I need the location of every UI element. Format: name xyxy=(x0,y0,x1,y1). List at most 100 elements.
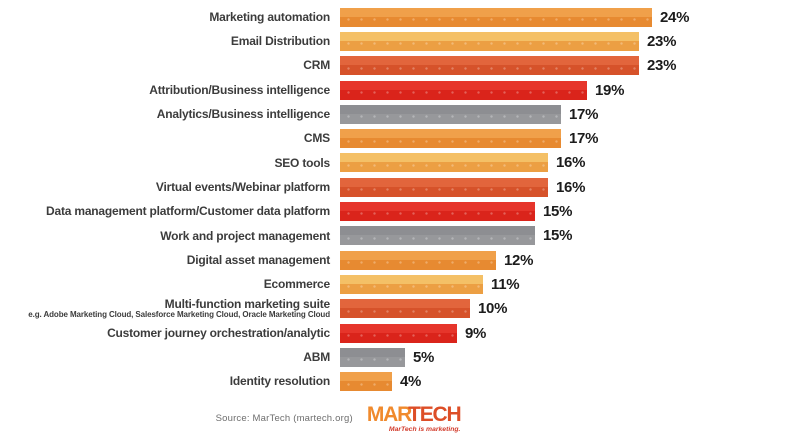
bar-track: 24% xyxy=(340,7,800,27)
category-label: CRM xyxy=(0,59,340,72)
category-label: Email Distribution xyxy=(0,35,340,48)
category-label-main: Multi-function marketing suite xyxy=(164,296,331,311)
chart-row: Email Distribution 23% xyxy=(0,29,800,53)
category-label-main: Analytics/Business intelligence xyxy=(156,107,330,122)
bar-track: 15% xyxy=(340,202,800,222)
value-label: 16% xyxy=(556,154,586,172)
category-label-main: Customer journey orchestration/analytic xyxy=(107,325,330,340)
category-label-sub: e.g. Adobe Marketing Cloud, Salesforce M… xyxy=(28,310,330,320)
category-label: Marketing automation xyxy=(0,11,340,24)
chart-row: Work and project management 15% xyxy=(0,224,800,248)
category-label: ABM xyxy=(0,351,340,364)
value-label: 23% xyxy=(647,57,677,75)
category-label: Attribution/Business intelligence xyxy=(0,84,340,97)
value-label: 19% xyxy=(595,81,625,99)
category-label-main: CMS xyxy=(303,131,330,146)
chart-row: Customer journey orchestration/analytic … xyxy=(0,321,800,345)
chart-row: Data management platform/Customer data p… xyxy=(0,199,800,223)
bar xyxy=(340,323,457,343)
bar xyxy=(340,177,548,197)
chart-row: Virtual events/Webinar platform 16% xyxy=(0,175,800,199)
category-label-main: ABM xyxy=(303,350,330,364)
value-label: 9% xyxy=(465,324,487,342)
category-label: Analytics/Business intelligence xyxy=(0,108,340,121)
bar xyxy=(340,80,587,100)
chart-row: SEO tools 16% xyxy=(0,151,800,175)
martech-logo: MARTECH MarTech is marketing. xyxy=(366,403,462,433)
martech-logo-tagline: MarTech is marketing. xyxy=(388,426,461,433)
category-label: Virtual events/Webinar platform xyxy=(0,181,340,194)
footer: Source: MarTech (martech.org) MARTECH Ma… xyxy=(0,404,738,433)
bar xyxy=(340,250,496,270)
bar-track: 16% xyxy=(340,153,800,173)
bar-track: 10% xyxy=(340,299,800,319)
bar xyxy=(340,31,639,51)
value-label: 5% xyxy=(413,348,435,366)
category-label: Digital asset management xyxy=(0,254,340,267)
source-note: Source: MarTech (martech.org) xyxy=(215,413,353,424)
category-label: Data management platform/Customer data p… xyxy=(0,205,340,218)
category-label: Ecommerce xyxy=(0,278,340,291)
value-label: 23% xyxy=(647,32,677,50)
category-label-main: Email Distribution xyxy=(230,34,330,49)
category-label-main: Virtual events/Webinar platform xyxy=(155,179,330,194)
category-label-main: Ecommerce xyxy=(263,277,330,292)
bar-track: 23% xyxy=(340,56,800,76)
bar-track: 19% xyxy=(340,80,800,100)
bar-track: 23% xyxy=(340,31,800,51)
bar-track: 17% xyxy=(340,104,800,124)
chart-rows: Marketing automation 24% Email Distribut… xyxy=(0,5,800,394)
value-label: 17% xyxy=(569,130,599,148)
bar-track: 12% xyxy=(340,250,800,270)
bar xyxy=(340,7,652,27)
chart-row: Digital asset management 12% xyxy=(0,248,800,272)
bar xyxy=(340,56,639,76)
category-label-main: Work and project management xyxy=(160,228,330,243)
chart-row: Identity resolution 4% xyxy=(0,369,800,393)
value-label: 24% xyxy=(660,8,690,26)
value-label: 11% xyxy=(491,275,520,293)
bar-track: 15% xyxy=(340,226,800,246)
value-label: 10% xyxy=(478,300,508,318)
category-label-main: Digital asset management xyxy=(186,252,330,267)
category-label-main: Marketing automation xyxy=(209,9,330,24)
category-label-main: Identity resolution xyxy=(229,374,330,389)
martech-logo-wordmark: MARTECH xyxy=(366,403,462,426)
bar xyxy=(340,129,561,149)
bar-track: 5% xyxy=(340,347,800,367)
bar-chart: Marketing automation 24% Email Distribut… xyxy=(0,5,800,394)
category-label-main: CRM xyxy=(303,58,330,73)
value-label: 15% xyxy=(543,227,573,245)
martech-logo-mar: MAR xyxy=(366,403,412,426)
category-label: SEO tools xyxy=(0,157,340,170)
bar xyxy=(340,372,392,392)
chart-row: Multi-function marketing suite e.g. Adob… xyxy=(0,297,800,321)
bar-track: 17% xyxy=(340,129,800,149)
martech-logo-tech: TECH xyxy=(408,403,462,426)
chart-row: ABM 5% xyxy=(0,345,800,369)
value-label: 15% xyxy=(543,203,573,221)
bar-track: 11% xyxy=(340,274,800,294)
chart-row: Analytics/Business intelligence 17% xyxy=(0,102,800,126)
category-label-main: Data management platform/Customer data p… xyxy=(46,204,330,219)
category-label-main: Attribution/Business intelligence xyxy=(149,82,330,97)
chart-row: Marketing automation 24% xyxy=(0,5,800,29)
bar-track: 9% xyxy=(340,323,800,343)
value-label: 4% xyxy=(400,373,422,391)
bar xyxy=(340,274,483,294)
bar xyxy=(340,299,470,319)
value-label: 12% xyxy=(504,251,534,269)
bar xyxy=(340,202,535,222)
chart-row: CMS 17% xyxy=(0,126,800,150)
category-label: CMS xyxy=(0,132,340,145)
bar xyxy=(340,347,405,367)
category-label: Customer journey orchestration/analytic xyxy=(0,327,340,340)
value-label: 17% xyxy=(569,105,599,123)
category-label: Identity resolution xyxy=(0,375,340,388)
bar xyxy=(340,104,561,124)
bar xyxy=(340,153,548,173)
bar-track: 16% xyxy=(340,177,800,197)
bar xyxy=(340,226,535,246)
chart-row: CRM 23% xyxy=(0,54,800,78)
chart-row: Ecommerce 11% xyxy=(0,272,800,296)
